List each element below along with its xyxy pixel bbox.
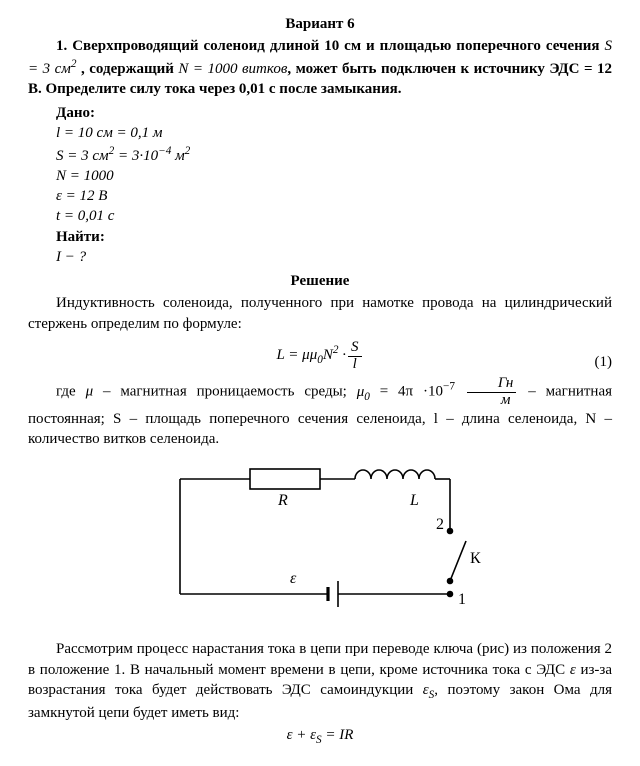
given-label: Дано:	[56, 103, 612, 123]
eq1-frac: S l	[346, 340, 364, 373]
para-where-line1: где μ – магнитная проницаемость среды; μ…	[28, 376, 612, 409]
given-t: t = 0,01 с	[56, 206, 612, 226]
problem-lead: 1. Сверхпроводящий соленоид длиной 10 см…	[56, 38, 600, 54]
circuit-R: R	[277, 492, 288, 509]
given-S: S = 3 см2 = 3·10−4 м2	[56, 144, 612, 166]
circuit-L: L	[409, 492, 419, 509]
equation-1: L = μμ0N2 · S l (1)	[28, 340, 612, 373]
eq1-number: (1)	[595, 352, 613, 372]
equation-2: ε + εS = IR	[28, 725, 612, 748]
problem-mid: , содержащий	[81, 61, 178, 77]
circuit-pos1: 1	[458, 591, 466, 608]
circuit-pos2: 2	[436, 516, 444, 533]
mu0-frac: Гн м	[465, 376, 519, 409]
given-eps: ε = 12 В	[56, 186, 612, 206]
problem-N: N = 1000 витков	[178, 61, 287, 77]
page: Вариант 6 1. Сверхпроводящий соленоид дл…	[0, 0, 640, 766]
para-where-line2: постоянная; S – площадь поперечного сече…	[28, 409, 612, 450]
given-N: N = 1000	[56, 166, 612, 186]
find-I: I − ?	[56, 247, 612, 267]
circuit-K: К	[470, 550, 481, 567]
given-l: l = 10 см = 0,1 м	[56, 123, 612, 143]
circuit-diagram: 2 1 К R L ε	[150, 459, 490, 629]
given-block: Дано: l = 10 см = 0,1 м S = 3 см2 = 3·10…	[56, 103, 612, 267]
circuit-eps: ε	[290, 570, 297, 587]
problem-statement: 1. Сверхпроводящий соленоид длиной 10 см…	[28, 36, 612, 99]
para-inductance: Индуктивность соленоида, полученного при…	[28, 293, 612, 334]
variant-title: Вариант 6	[28, 14, 612, 34]
solution-label: Решение	[28, 271, 612, 291]
find-label: Найти:	[56, 227, 612, 247]
